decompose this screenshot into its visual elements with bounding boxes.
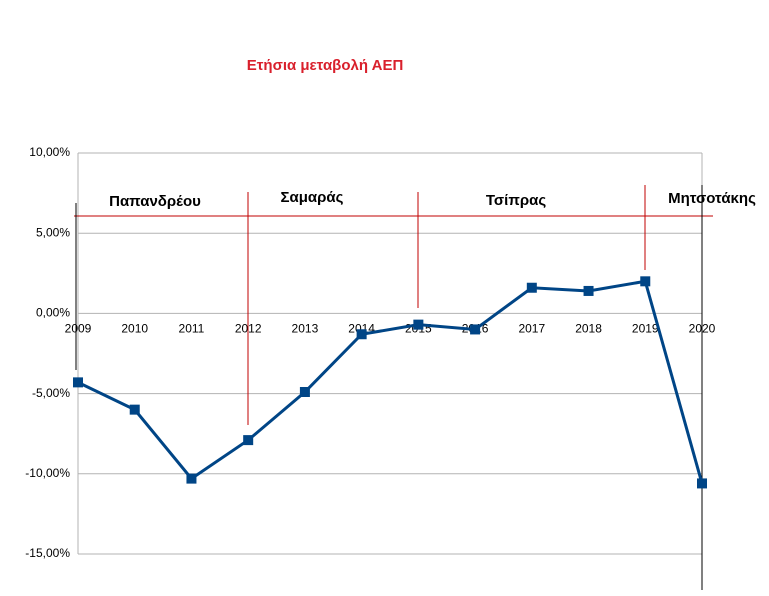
y-tick-label: 0,00% <box>36 306 70 320</box>
annotation: Μητσοτάκης <box>668 190 756 207</box>
data-point <box>356 329 367 340</box>
data-point <box>299 386 310 397</box>
x-tick-label: 2011 <box>179 322 205 336</box>
y-tick-label: -15,00% <box>25 546 70 560</box>
x-tick-label: 2010 <box>121 322 148 336</box>
y-tick-label: -10,00% <box>25 466 70 480</box>
chart-title: Ετήσια μεταβολή ΑΕΠ <box>247 57 404 74</box>
annotation: Παπανδρέου <box>109 193 201 210</box>
data-line <box>77 279 704 484</box>
x-tick-label: 2017 <box>518 322 545 336</box>
data-point <box>413 319 424 330</box>
y-tick-label: 5,00% <box>36 225 70 239</box>
x-tick-label: 2018 <box>575 322 602 336</box>
y-tick-label: 10,00% <box>29 145 70 159</box>
data-point <box>526 282 537 293</box>
x-tick-label: 2009 <box>65 322 92 336</box>
x-tick-label: 2019 <box>632 322 659 336</box>
data-point <box>583 285 594 296</box>
y-tick-label: -5,00% <box>32 386 70 400</box>
annotation: Τσίπρας <box>486 192 546 209</box>
data-point <box>129 404 140 415</box>
data-point <box>697 478 707 489</box>
annotation: Σαμαράς <box>281 189 344 206</box>
data-point <box>73 377 83 388</box>
x-tick-label: 2013 <box>292 322 319 336</box>
data-point <box>243 435 254 446</box>
data-point <box>470 324 481 335</box>
data-point <box>640 276 651 287</box>
data-point <box>186 473 197 484</box>
